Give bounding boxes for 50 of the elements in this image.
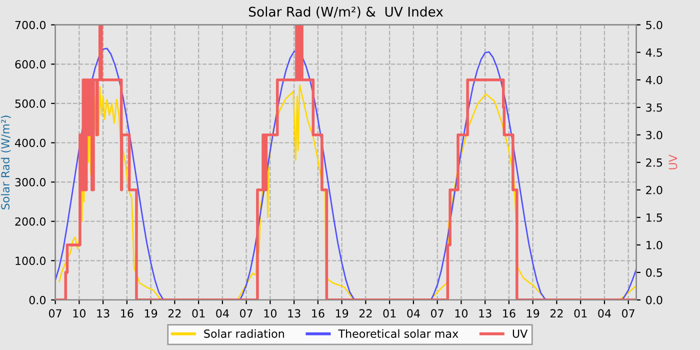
x-tick-label: 22 (550, 309, 563, 318)
y-axis-title: Solar Rad (W/m²) (0, 116, 11, 210)
y2-tick-label: 5.0 (646, 20, 662, 30)
x-tick-label: 10 (73, 309, 86, 318)
y2-tick-label: 0.5 (646, 268, 662, 277)
x-tick-label: 04 (598, 309, 611, 318)
y2-tick-label: 3.0 (646, 130, 662, 140)
y-tick-label: 0.0 (29, 296, 46, 304)
x-tick-label: 22 (359, 309, 372, 318)
y-tick-label: 500.0 (15, 99, 46, 108)
x-tick-label: 01 (574, 309, 587, 318)
y2-tick-label: 4.0 (646, 76, 662, 84)
y-tick-label: 700.0 (15, 20, 46, 30)
y2-tick-label: 0.0 (646, 296, 662, 304)
x-tick-label: 07 (240, 309, 252, 318)
x-tick-label: 19 (144, 309, 158, 318)
x-tick-label: 13 (288, 309, 300, 318)
x-tick-label: 19 (526, 309, 540, 318)
legend-label: UV (512, 330, 528, 338)
x-tick-label: 16 (503, 309, 516, 318)
y2-tick-label: 4.5 (646, 48, 662, 57)
y2-tick-label: 1.0 (646, 240, 662, 250)
y2-axis-title: UV (668, 154, 678, 170)
y2-tick-label: 3.5 (646, 103, 662, 112)
x-tick-label: 16 (312, 309, 324, 318)
x-tick-label: 16 (121, 309, 134, 318)
chart-title: Solar Rad (W/m²) & UV Index (248, 6, 444, 18)
legend-label: Theoretical solar max (338, 329, 458, 338)
y-tick-label: 200.0 (15, 217, 46, 226)
x-tick-label: 13 (97, 309, 110, 318)
y-tick-label: 300.0 (15, 178, 46, 186)
x-tick-label: 04 (216, 309, 229, 318)
x-tick-label: 01 (383, 309, 396, 318)
y-tick-label: 600.0 (15, 60, 46, 69)
x-tick-label: 10 (455, 309, 468, 318)
legend-label: Solar radiation (204, 329, 284, 338)
x-tick-label: 01 (192, 309, 205, 318)
x-tick-label: 04 (407, 309, 420, 318)
x-tick-label: 22 (168, 309, 181, 318)
y2-tick-label: 2.5 (646, 158, 662, 167)
x-tick-label: 19 (336, 309, 348, 318)
y2-tick-label: 2.0 (646, 186, 662, 194)
x-tick-label: 07 (430, 309, 444, 318)
x-tick-label: 07 (622, 309, 634, 318)
x-tick-label: 07 (48, 309, 62, 318)
x-tick-label: 13 (479, 309, 492, 318)
y-tick-label: 400.0 (15, 138, 46, 148)
y-tick-label: 100.0 (16, 256, 46, 266)
y2-tick-label: 1.5 (646, 214, 662, 222)
x-tick-label: 10 (264, 309, 277, 318)
